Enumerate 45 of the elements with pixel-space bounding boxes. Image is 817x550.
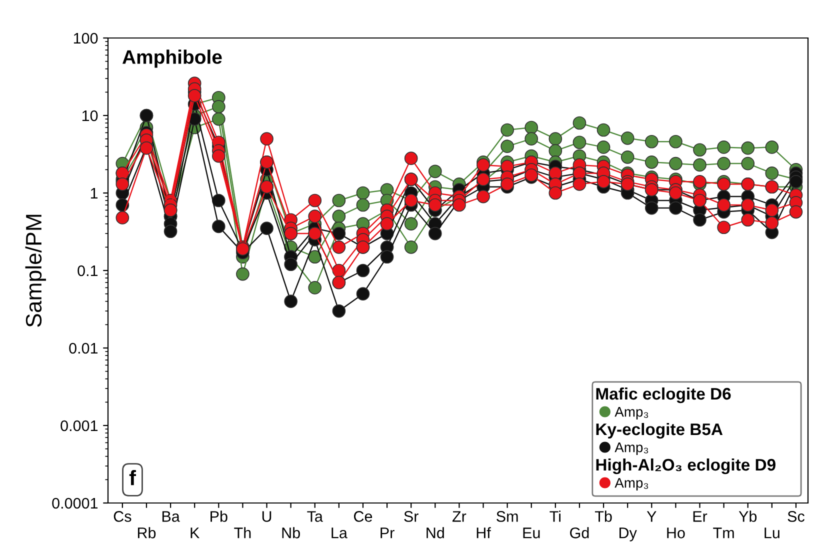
x-tick-label: Th — [234, 527, 251, 538]
x-tick-label: U — [262, 511, 272, 522]
y-tick-label: 0.1 — [78, 265, 98, 276]
x-tick-label: Ta — [307, 511, 323, 522]
annotation: High-Al₂O₃ eclogite D9 — [596, 458, 776, 474]
x-tick-label: Dy — [620, 528, 637, 542]
x-tick-label: Sm — [496, 511, 518, 522]
annotation: f — [129, 470, 136, 486]
text: Amphibole — [122, 50, 222, 68]
x-tick-label: Hf — [476, 527, 491, 538]
x-tick-label: La — [332, 528, 348, 538]
y-tick-label: 0.01 — [69, 342, 98, 354]
x-tick-label: Eu — [523, 528, 540, 538]
x-tick-label: Sc — [788, 511, 804, 522]
x-tick-label: Rb — [138, 527, 156, 538]
x-tick-label: Sr — [404, 511, 418, 522]
x-tick-label: Nd — [426, 527, 444, 538]
x-tick-label: Tm — [713, 528, 734, 538]
x-tick-label: Tb — [594, 510, 612, 522]
legend-label: Amp₃ — [614, 407, 648, 420]
y-axis-title: Sample/PM — [25, 214, 46, 327]
annotation: Ky-eclogite B5A — [596, 422, 723, 439]
y-tick-label: 0.0001 — [52, 498, 98, 509]
y-tick-label: 100 — [74, 32, 98, 44]
x-tick-label: Y — [646, 511, 656, 522]
y-tick-label: 0.001 — [60, 420, 98, 432]
x-tick-label: Gd — [570, 527, 589, 538]
x-tick-label: Zr — [452, 511, 466, 522]
x-tick-label: Ce — [354, 511, 372, 522]
x-tick-label: Pr — [380, 528, 394, 538]
legend-label: Amp₃ — [614, 442, 648, 455]
legend-label: Amp₃ — [614, 478, 648, 490]
x-tick-label: Ho — [667, 528, 685, 538]
x-tick-label: Yb — [738, 510, 757, 522]
y-tick-label: 10 — [82, 110, 98, 122]
y-tick-label: 1 — [90, 188, 98, 199]
x-tick-label: Ti — [550, 510, 560, 522]
x-tick-label: Pb — [210, 510, 228, 522]
x-tick-label: Cs — [114, 511, 132, 522]
x-tick-label: Ba — [162, 511, 180, 522]
x-tick-label: Lu — [764, 528, 780, 538]
x-tick-label: K — [190, 528, 200, 538]
x-tick-label: Er — [693, 511, 708, 522]
x-tick-label: Nb — [282, 527, 300, 538]
annotation: Mafic eclogite D6 — [596, 387, 731, 404]
